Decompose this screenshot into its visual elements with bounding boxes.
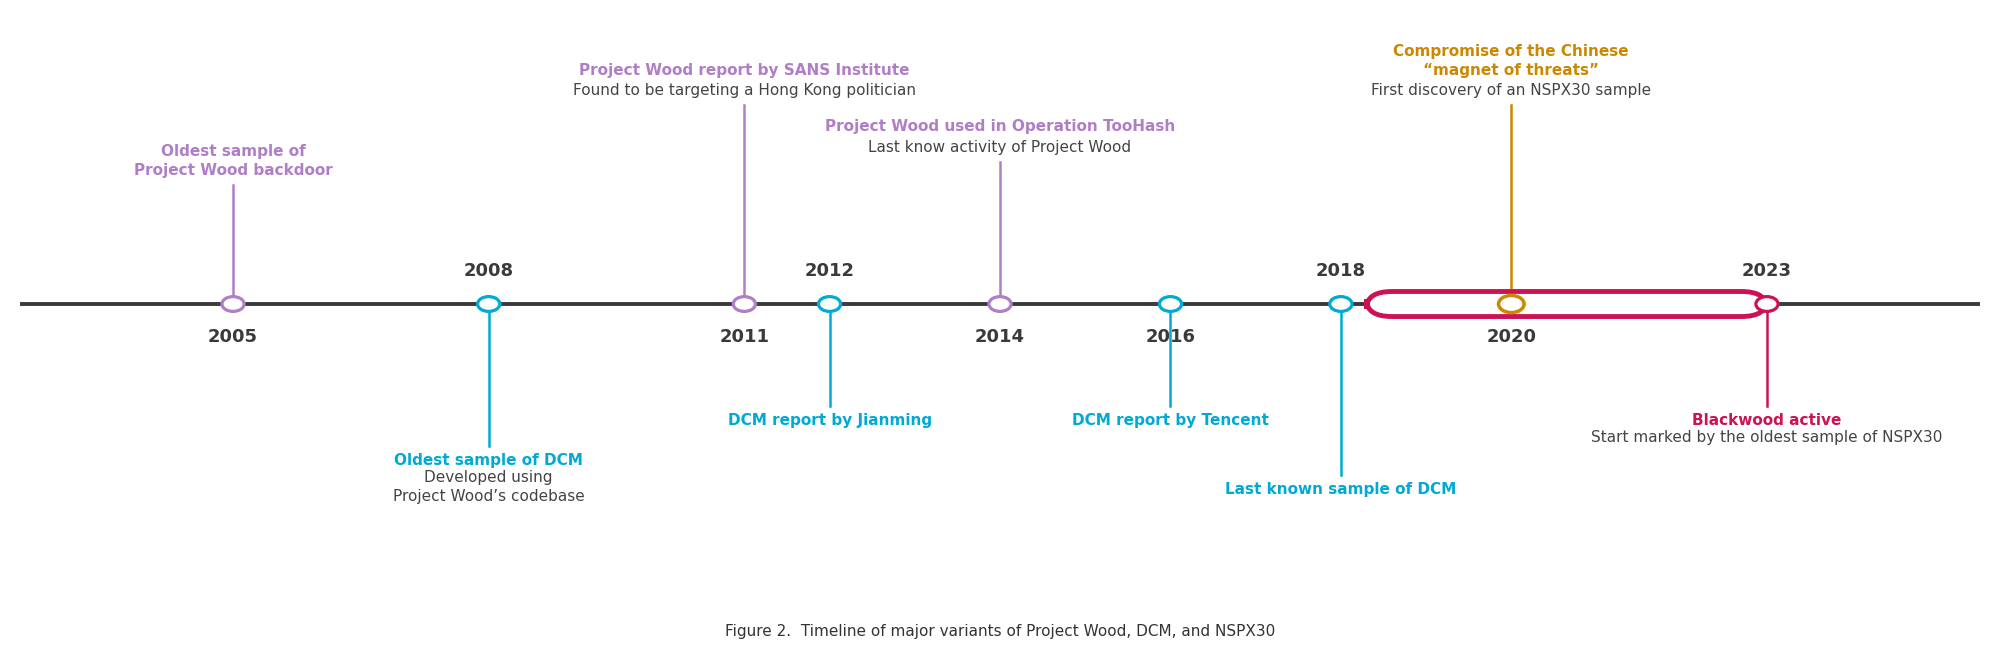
Text: Found to be targeting a Hong Kong politician: Found to be targeting a Hong Kong politi… (572, 83, 916, 98)
Circle shape (734, 297, 756, 312)
Text: Developed using
Project Wood’s codebase: Developed using Project Wood’s codebase (392, 470, 584, 504)
Text: Start marked by the oldest sample of NSPX30: Start marked by the oldest sample of NSP… (1592, 430, 1942, 445)
Text: 2018: 2018 (1316, 262, 1366, 280)
Circle shape (222, 297, 244, 312)
Text: Project Wood report by SANS Institute: Project Wood report by SANS Institute (580, 63, 910, 78)
Text: DCM report by Jianming: DCM report by Jianming (728, 413, 932, 428)
Circle shape (1330, 297, 1352, 312)
Circle shape (1500, 297, 1522, 312)
Text: 2020: 2020 (1486, 328, 1536, 346)
Text: Compromise of the Chinese
“magnet of threats”: Compromise of the Chinese “magnet of thr… (1394, 44, 1630, 78)
Text: First discovery of an NSPX30 sample: First discovery of an NSPX30 sample (1372, 83, 1652, 98)
Text: Last know activity of Project Wood: Last know activity of Project Wood (868, 140, 1132, 155)
Text: Last known sample of DCM: Last known sample of DCM (1226, 482, 1456, 497)
Text: 2005: 2005 (208, 328, 258, 346)
Text: 2016: 2016 (1146, 328, 1196, 346)
Text: Figure 2.  Timeline of major variants of Project Wood, DCM, and NSPX30: Figure 2. Timeline of major variants of … (724, 624, 1276, 639)
Text: 2011: 2011 (720, 328, 770, 346)
Text: 2008: 2008 (464, 262, 514, 280)
Text: Project Wood used in Operation TooHash: Project Wood used in Operation TooHash (824, 119, 1176, 134)
Text: 2023: 2023 (1742, 262, 1792, 280)
Circle shape (988, 297, 1012, 312)
FancyBboxPatch shape (1366, 291, 1766, 316)
Circle shape (1756, 297, 1778, 312)
Text: 2014: 2014 (976, 328, 1024, 346)
Circle shape (1498, 295, 1524, 312)
Circle shape (818, 297, 840, 312)
Text: DCM report by Tencent: DCM report by Tencent (1072, 413, 1268, 428)
Circle shape (1160, 297, 1182, 312)
Text: Oldest sample of
Project Wood backdoor: Oldest sample of Project Wood backdoor (134, 144, 332, 178)
Text: 2012: 2012 (804, 262, 854, 280)
Text: Blackwood active: Blackwood active (1692, 413, 1842, 428)
Text: Oldest sample of DCM: Oldest sample of DCM (394, 453, 584, 468)
Circle shape (478, 297, 500, 312)
